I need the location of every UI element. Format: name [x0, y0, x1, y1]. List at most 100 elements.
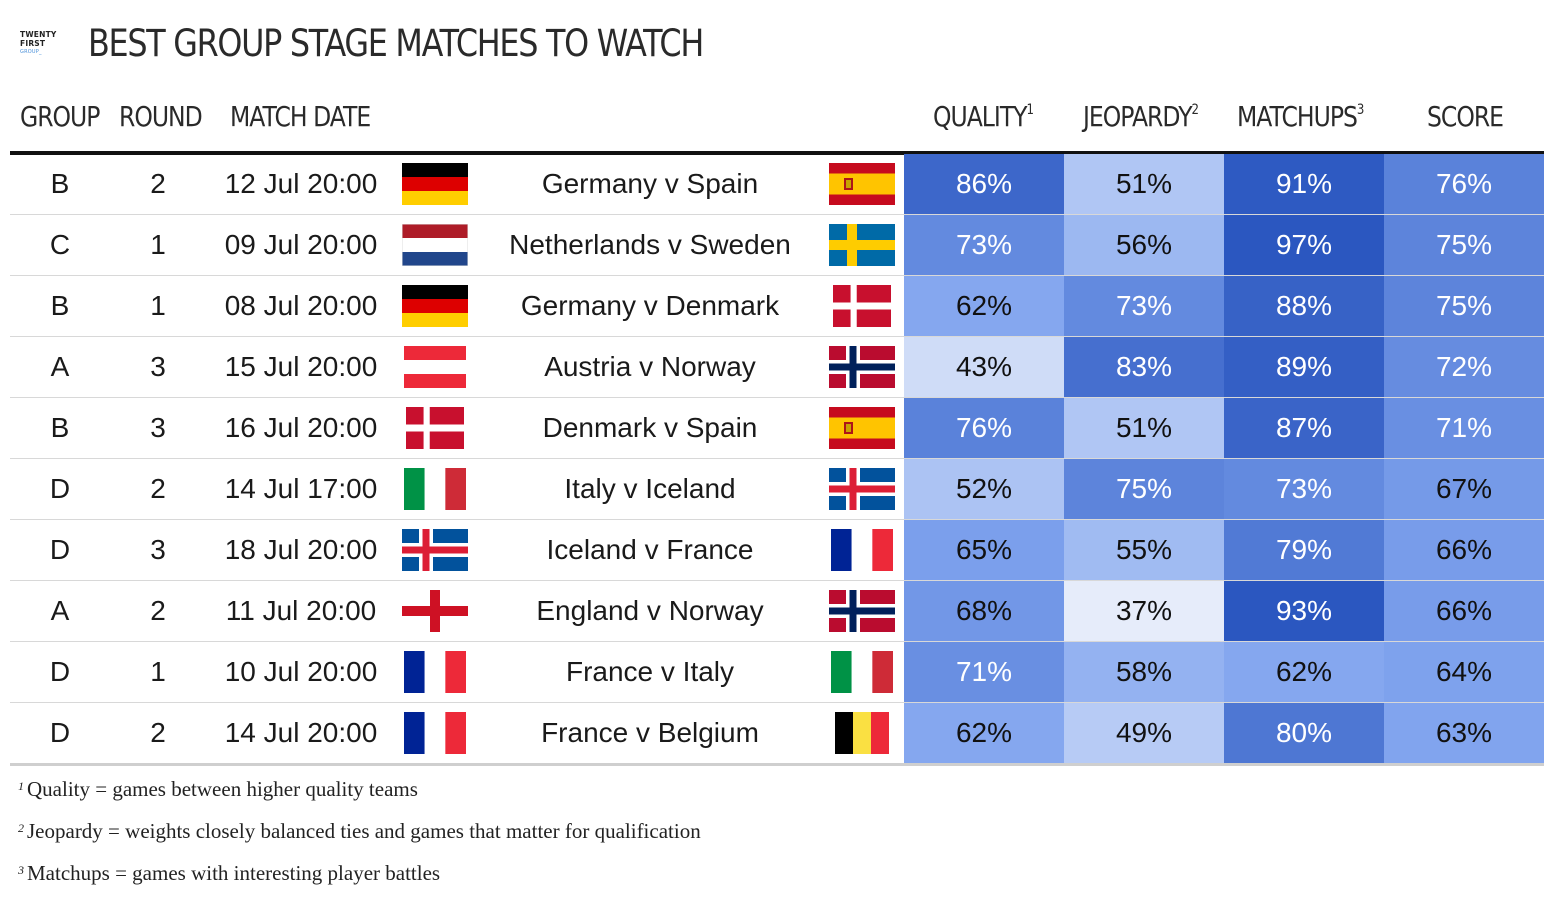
cell-round: 2: [150, 595, 166, 626]
cell-round: 2: [150, 168, 166, 199]
italy-flag-icon: [402, 468, 468, 510]
cell-match-date: 15 Jul 20:00: [224, 351, 378, 382]
logo-line2: FIRST: [20, 39, 46, 48]
cell-match-date: 10 Jul 20:00: [224, 656, 378, 687]
spain-flag-icon: [829, 163, 895, 205]
austria-flag-icon: [402, 346, 468, 388]
table-bottom-rule: [10, 763, 1544, 766]
footnote-3: 3 Matchups = games with interesting playe…: [18, 861, 441, 885]
cell-jeopardy: 55%: [1064, 520, 1224, 580]
header-jeopardy: JEOPARDY2: [1083, 100, 1200, 133]
sweden-flag-icon: [829, 224, 895, 266]
header-score: SCORE: [1427, 100, 1504, 133]
matches-table: B 2 12 Jul 20:00 Germany v Spain 86% 51% 91% 76…: [10, 154, 1544, 764]
germany-flag-icon: [402, 163, 468, 205]
norway-flag-icon: [829, 346, 895, 388]
header-match-date: MATCH DATE: [230, 100, 371, 133]
cell-group: B: [50, 412, 70, 443]
cell-match-date: 11 Jul 20:00: [225, 595, 377, 626]
cell-score: 75%: [1384, 276, 1544, 336]
cell-score: 71%: [1384, 398, 1544, 458]
cell-quality: 68%: [904, 581, 1064, 641]
cell-matchups: 73%: [1224, 459, 1384, 519]
header-matchups: MATCHUPS3: [1237, 100, 1365, 133]
cell-match: France v Belgium: [541, 717, 759, 748]
table-row: B 1 08 Jul 20:00 Germany v Denmark 62% 73% 88%…: [10, 276, 1544, 337]
cell-match-date: 12 Jul 20:00: [224, 168, 378, 199]
cell-jeopardy: 37%: [1064, 581, 1224, 641]
cell-quality: 62%: [904, 276, 1064, 336]
cell-jeopardy: 73%: [1064, 276, 1224, 336]
cell-score: 64%: [1384, 642, 1544, 702]
cell-match-date: 14 Jul 20:00: [224, 717, 378, 748]
cell-score: 72%: [1384, 337, 1544, 397]
cell-jeopardy: 51%: [1064, 398, 1224, 458]
cell-matchups: 97%: [1224, 215, 1384, 275]
table-row: D 2 14 Jul 17:00 Italy v Iceland 52% 75% 73% 67…: [10, 459, 1544, 520]
cell-round: 1: [150, 290, 166, 321]
logo-line1: TWENTY: [20, 30, 57, 39]
netherlands-flag-icon: [402, 224, 468, 266]
cell-match: Austria v Norway: [544, 351, 756, 382]
cell-round: 3: [150, 412, 166, 443]
cell-matchups: 62%: [1224, 642, 1384, 702]
cell-round: 1: [150, 656, 166, 687]
cell-jeopardy: 83%: [1064, 337, 1224, 397]
cell-matchups: 80%: [1224, 703, 1384, 763]
cell-group: D: [49, 717, 71, 748]
iceland-flag-icon: [829, 468, 895, 510]
cell-match: Italy v Iceland: [564, 473, 736, 504]
cell-group: B: [50, 290, 70, 321]
cell-round: 3: [150, 351, 166, 382]
cell-match: France v Italy: [565, 656, 735, 687]
cell-group: B: [50, 168, 70, 199]
header-rule: [10, 151, 1544, 155]
cell-matchups: 93%: [1224, 581, 1384, 641]
logo: TWENTY FIRST GROUP_: [20, 30, 66, 64]
cell-group: D: [49, 473, 71, 504]
cell-group: C: [49, 229, 71, 260]
cell-match-date: 08 Jul 20:00: [224, 290, 378, 321]
norway-flag-icon: [829, 590, 895, 632]
table-row: A 2 11 Jul 20:00 England v Norway 68% 37% 93% 6…: [10, 581, 1544, 642]
table-row: D 2 14 Jul 20:00 France v Belgium 62% 49% 80% 6…: [10, 703, 1544, 764]
france-flag-icon: [402, 651, 468, 693]
cell-round: 2: [150, 473, 166, 504]
footnote-1: 1 Quality = games between higher quality …: [18, 777, 418, 801]
italy-flag-icon: [829, 651, 895, 693]
cell-match: England v Norway: [536, 595, 764, 626]
germany-flag-icon: [402, 285, 468, 327]
cell-jeopardy: 75%: [1064, 459, 1224, 519]
cell-round: 3: [150, 534, 166, 565]
cell-quality: 71%: [904, 642, 1064, 702]
table-row: B 2 12 Jul 20:00 Germany v Spain 86% 51% 91% 76…: [10, 154, 1544, 215]
iceland-flag-icon: [402, 529, 468, 571]
denmark-flag-icon: [402, 407, 468, 449]
cell-match: Netherlands v Sweden: [509, 229, 791, 260]
cell-score: 63%: [1384, 703, 1544, 763]
cell-match: Denmark v Spain: [542, 412, 758, 443]
france-flag-icon: [829, 529, 895, 571]
table-row: D 1 10 Jul 20:00 France v Italy 71% 58% 62% 64%: [10, 642, 1544, 703]
cell-score: 66%: [1384, 520, 1544, 580]
table-row: B 3 16 Jul 20:00 Denmark v Spain 76% 51% 87% 71…: [10, 398, 1544, 459]
cell-match: Germany v Spain: [541, 168, 759, 199]
cell-quality: 86%: [904, 154, 1064, 214]
france-flag-icon: [402, 712, 468, 754]
header-round: ROUND: [119, 100, 203, 133]
belgium-flag-icon: [829, 712, 895, 754]
cell-quality: 43%: [904, 337, 1064, 397]
cell-group: D: [49, 656, 71, 687]
cell-matchups: 91%: [1224, 154, 1384, 214]
denmark-flag-icon: [829, 285, 895, 327]
table-row: D 3 18 Jul 20:00 Iceland v France 65% 55% 79% 6…: [10, 520, 1544, 581]
cell-matchups: 89%: [1224, 337, 1384, 397]
cell-jeopardy: 49%: [1064, 703, 1224, 763]
header-group: GROUP: [20, 100, 100, 133]
england-flag-icon: [402, 590, 468, 632]
cell-matchups: 79%: [1224, 520, 1384, 580]
cell-jeopardy: 58%: [1064, 642, 1224, 702]
cell-round: 2: [150, 717, 166, 748]
cell-round: 1: [150, 229, 166, 260]
page-title: BEST GROUP STAGE MATCHES TO WATCH: [88, 22, 704, 65]
